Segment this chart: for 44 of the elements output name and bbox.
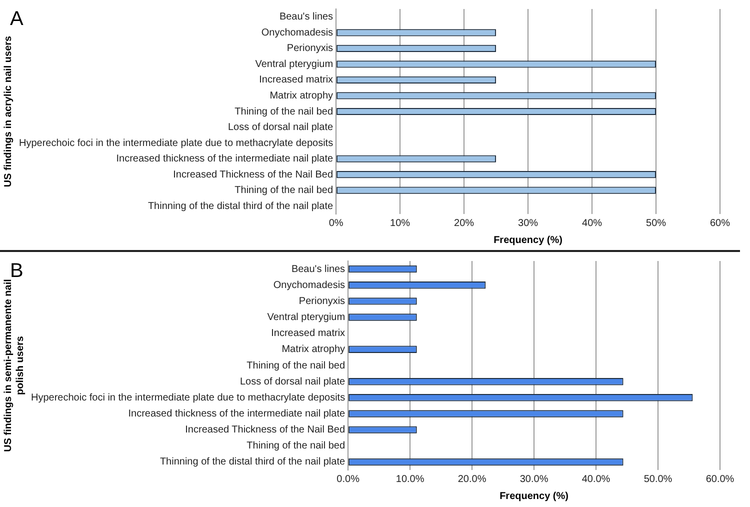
x-tick-label: 50% — [646, 218, 666, 229]
y-tick-label: Perionyxis — [286, 43, 334, 54]
x-tick-label: 60.0% — [706, 474, 734, 485]
y-tick-label: Increased Thickness of the Nail Bed — [173, 169, 334, 180]
x-tick-label: 30% — [518, 218, 538, 229]
y-tick-label: Increased matrix — [271, 328, 346, 340]
y-tick-label: Increased thickness of the intermediate nail plate — [116, 154, 334, 165]
x-tick-label: 40.0% — [582, 474, 610, 485]
x-tick-label: 0% — [328, 218, 344, 229]
x-tick-label: 10% — [390, 218, 410, 229]
y-tick-label: Hyperechoic foci in the intermediate plate due to methacrylate deposits — [19, 138, 334, 149]
y-tick-label: Matrix atrophy — [270, 90, 334, 102]
y-tick-label: Onychomadesis — [261, 27, 334, 38]
y-tick-label: Perionyxis — [298, 296, 346, 307]
x-tick-label: 40% — [582, 218, 602, 229]
x-axis-title: Frequency (%) — [494, 234, 562, 246]
x-tick-label: 10.0% — [396, 474, 424, 485]
y-tick-label: Ventral pterygium — [255, 58, 334, 70]
y-tick-label: Thinning of the distal third of the nail plate — [160, 456, 346, 468]
x-tick-label: 60% — [710, 218, 730, 229]
y-tick-label: Increased matrix — [259, 74, 334, 86]
x-tick-label: 20.0% — [458, 474, 486, 485]
y-tick-label: Loss of dorsal nail plate — [240, 376, 346, 388]
y-tick-label: Thining of the nail bed — [246, 440, 346, 452]
y-tick-label: Increased thickness of the intermediate nail plate — [128, 408, 346, 420]
y-tick-label: Increased Thickness of the Nail Bed — [185, 424, 346, 436]
x-axis-title: Frequency (%) — [500, 490, 568, 502]
x-tick-label: 0.0% — [336, 474, 360, 485]
text: A — [10, 8, 24, 31]
y-tick-label: Hyperechoic foci in the intermediate plate due to methacrylate deposits — [31, 392, 346, 404]
y-tick-label: Beau's lines — [279, 12, 334, 23]
y-tick-label: Loss of dorsal nail plate — [228, 122, 334, 134]
y-axis-title: US findings in acrylic nail users — [2, 35, 14, 188]
y-tick-label: Matrix atrophy — [282, 344, 346, 356]
y-tick-label: Thining of the nail bed — [246, 360, 346, 372]
x-tick-label: 30.0% — [520, 474, 548, 485]
y-tick-label: Onychomadesis — [273, 280, 346, 291]
y-tick-label: Thining of the nail bed — [234, 106, 334, 118]
y-tick-label: Thinning of the distal third of the nail plate — [148, 200, 334, 212]
x-tick-label: 20% — [454, 218, 474, 229]
y-tick-label: Ventral pterygium — [267, 312, 346, 324]
y-tick-label: Thining of the nail bed — [234, 185, 334, 196]
y-tick-label: Beau's lines — [291, 264, 346, 275]
x-tick-label: 50.0% — [644, 474, 672, 485]
